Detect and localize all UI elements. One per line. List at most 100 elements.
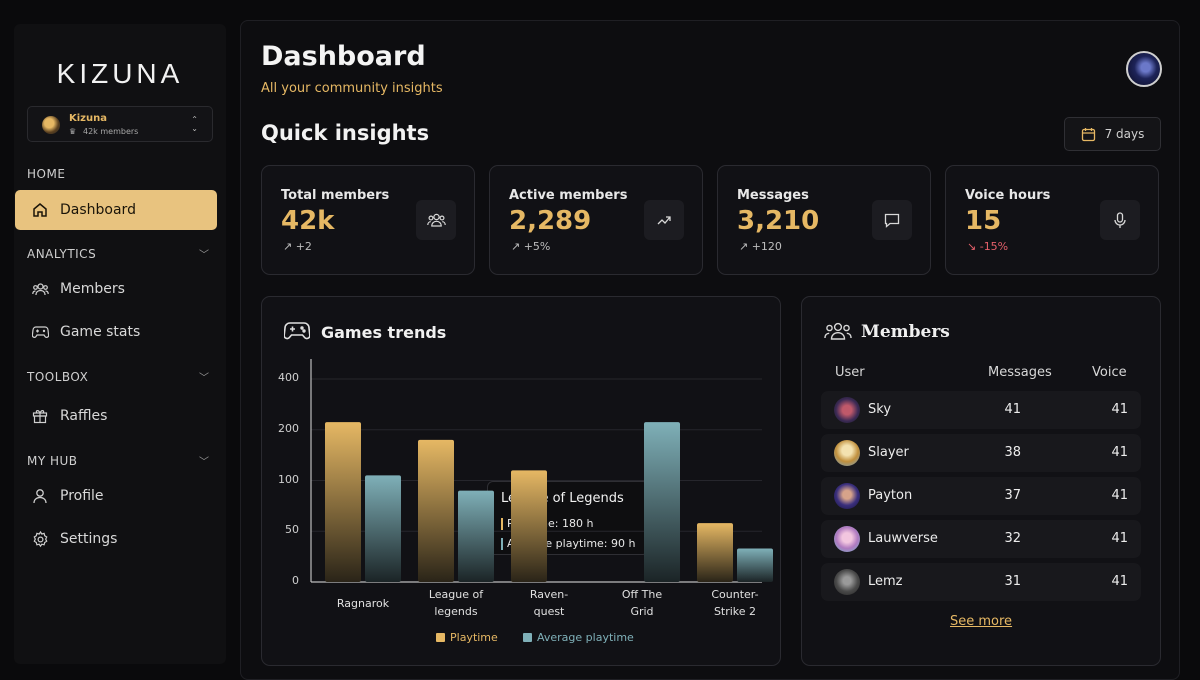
member-name: Slayer <box>868 445 909 460</box>
microphone-icon <box>1100 200 1140 240</box>
see-more-link[interactable]: See more <box>950 614 1013 629</box>
section-my-hub[interactable]: MY HUB ﹀ <box>27 454 209 468</box>
stat-change: ↘ -15% <box>967 240 1008 253</box>
sidebar-item-profile[interactable]: Profile <box>15 476 217 516</box>
x-tick-label: Raven-quest <box>529 588 569 618</box>
legend-item-playtime[interactable]: Playtime <box>436 631 498 644</box>
gamepad-icon <box>284 322 310 340</box>
member-voice: 41 <box>1111 402 1128 417</box>
bar-playtime[interactable] <box>697 523 733 582</box>
sidebar-item-label: Dashboard <box>60 202 136 218</box>
chevron-down-icon: ﹀ <box>199 250 210 261</box>
section-toolbox[interactable]: TOOLBOX ﹀ <box>27 370 209 384</box>
stat-label: Messages <box>737 188 809 203</box>
server-avatar <box>42 116 60 134</box>
tooltip-swatch <box>501 538 503 550</box>
table-row[interactable]: Slayer 38 41 <box>821 434 1141 472</box>
calendar-icon <box>1081 127 1095 141</box>
gift-icon <box>31 407 49 425</box>
stat-change-value: +2 <box>295 240 312 253</box>
date-range-label: 7 days <box>1104 127 1145 141</box>
avatar <box>834 483 860 509</box>
sidebar: KIZUNA Kizuna ♛ 42k members ⌃ ⌄ HOME Dash… <box>14 24 226 664</box>
y-tick-label: 0 <box>292 574 299 587</box>
stat-card-active-members: Active members 2,289 ↗ +5% <box>489 165 703 275</box>
stat-value: 2,289 <box>509 206 592 236</box>
stat-label: Total members <box>281 188 390 203</box>
section-analytics[interactable]: ANALYTICS ﹀ <box>27 247 209 261</box>
users-icon <box>824 322 852 340</box>
crown-icon: ♛ <box>69 127 77 136</box>
page-title: Dashboard <box>261 41 426 72</box>
section-label: TOOLBOX <box>27 370 89 384</box>
member-messages: 41 <box>1004 402 1021 417</box>
sidebar-item-label: Members <box>60 281 125 297</box>
column-header-messages: Messages <box>988 365 1052 380</box>
sidebar-item-raffles[interactable]: Raffles <box>15 396 217 436</box>
bar-average-playtime[interactable] <box>737 548 773 582</box>
x-tick-label: Ragnarok <box>336 597 390 610</box>
sidebar-item-label: Raffles <box>60 408 108 424</box>
users-icon <box>416 200 456 240</box>
games-trends-card: Games trends Playtime Average playtime L… <box>261 296 781 666</box>
date-range-button[interactable]: 7 days <box>1064 117 1161 151</box>
bar-average-playtime[interactable] <box>458 490 494 582</box>
legend-label: Playtime <box>450 631 498 644</box>
members-card: Members User Messages Voice Sky 41 41 Sl… <box>801 296 1161 666</box>
games-trends-title: Games trends <box>321 323 447 342</box>
trend-up-icon: ↗ <box>511 240 521 253</box>
sidebar-item-dashboard[interactable]: Dashboard <box>15 190 217 230</box>
x-tick-label: League of legends <box>428 588 484 618</box>
table-row[interactable]: Sky 41 41 <box>821 391 1141 429</box>
avatar <box>834 526 860 552</box>
stat-value: 3,210 <box>737 206 820 236</box>
page-subtitle: All your community insights <box>261 81 443 96</box>
trend-up-icon: ↗ <box>739 240 749 253</box>
table-row[interactable]: Lemz 31 41 <box>821 563 1141 601</box>
chevron-up-down-icon: ⌃ ⌄ <box>191 115 198 133</box>
column-header-user: User <box>835 365 865 380</box>
tooltip-swatch <box>501 518 503 530</box>
stat-value: 42k <box>281 206 335 236</box>
stat-change-value: +5% <box>523 240 551 253</box>
stat-change-value: +120 <box>751 240 782 253</box>
chevron-down-icon: ﹀ <box>199 457 210 468</box>
section-label: MY HUB <box>27 454 78 468</box>
chart-svg <box>310 359 773 583</box>
sidebar-item-settings[interactable]: Settings <box>15 519 217 559</box>
member-messages: 32 <box>1004 531 1021 546</box>
table-row[interactable]: Payton 37 41 <box>821 477 1141 515</box>
users-icon <box>31 280 49 298</box>
bar-playtime[interactable] <box>418 439 454 582</box>
member-voice: 41 <box>1111 574 1128 589</box>
legend-item-average-playtime[interactable]: Average playtime <box>523 631 634 644</box>
avatar <box>834 397 860 423</box>
stat-label: Voice hours <box>965 188 1051 203</box>
bar-average-playtime[interactable] <box>644 422 680 582</box>
sidebar-item-game-stats[interactable]: Game stats <box>15 312 217 352</box>
member-voice: 41 <box>1111 531 1128 546</box>
gear-icon <box>31 530 49 548</box>
user-avatar[interactable] <box>1126 51 1162 87</box>
server-member-count: 42k members <box>83 127 139 136</box>
app-logo: KIZUNA <box>56 58 184 89</box>
column-header-voice: Voice <box>1092 365 1127 380</box>
trend-up-icon <box>644 200 684 240</box>
stat-change-value: -15% <box>979 240 1009 253</box>
sidebar-item-members[interactable]: Members <box>15 269 217 309</box>
member-name: Payton <box>868 488 913 503</box>
stat-change: ↗ +5% <box>511 240 550 253</box>
bar-playtime[interactable] <box>325 422 361 582</box>
stat-card-voice-hours: Voice hours 15 ↘ -15% <box>945 165 1159 275</box>
legend-swatch <box>436 633 445 642</box>
trend-up-icon: ↗ <box>283 240 293 253</box>
server-switcher[interactable]: Kizuna ♛ 42k members ⌃ ⌄ <box>27 106 213 142</box>
member-messages: 37 <box>1004 488 1021 503</box>
avatar <box>834 440 860 466</box>
bar-average-playtime[interactable] <box>365 475 401 582</box>
sidebar-item-label: Game stats <box>60 324 141 340</box>
member-messages: 31 <box>1004 574 1021 589</box>
bar-playtime[interactable] <box>511 470 547 582</box>
table-row[interactable]: Lauwverse 32 41 <box>821 520 1141 558</box>
stat-change: ↗ +120 <box>739 240 782 253</box>
